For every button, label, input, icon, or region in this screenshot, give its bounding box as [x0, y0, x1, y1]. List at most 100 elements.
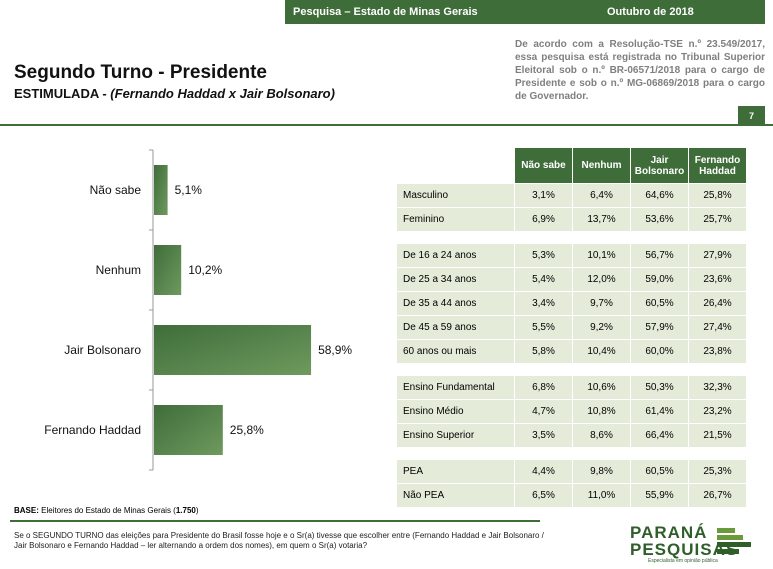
table-row: Ensino Fundamental 6,8% 10,6% 50,3% 32,3%: [396, 375, 747, 400]
page-subtitle: ESTIMULADA - (Fernando Haddad x Jair Bol…: [14, 86, 335, 101]
table-header-fernando-haddad: Fernando Haddad: [688, 147, 747, 184]
logo-tagline: Especialista em opinião pública: [648, 558, 718, 564]
table-cell-nao-sabe: 5,5%: [514, 315, 573, 340]
bar-chart: Não sabe 5,1% Nenhum 10,2% Jair Bolsonaro 58,…: [44, 149, 352, 471]
table-cell-jair-bolsonaro: 50,3%: [630, 375, 689, 400]
table-cell-fernando-haddad: 27,9%: [688, 243, 747, 268]
table-cell-nenhum: 10,8%: [572, 399, 631, 424]
table-cell-nao-sabe: 4,7%: [514, 399, 573, 424]
table-group-spacer: [396, 231, 747, 244]
table-row: 60 anos ou mais 5,8% 10,4% 60,0% 23,8%: [396, 339, 747, 364]
table-row: Masculino 3,1% 6,4% 64,6% 25,8%: [396, 183, 747, 208]
table-cell-nenhum: 10,1%: [572, 243, 631, 268]
table-cell-nenhum: 11,0%: [572, 483, 631, 508]
parana-pesquisas-logo: PARANÁ PESQUISAS Especialista em opinião…: [630, 524, 751, 564]
table-cell-fernando-haddad: 25,8%: [688, 183, 747, 208]
legal-notice: De acordo com a Resolução-TSE n.º 23.549…: [515, 39, 765, 102]
table-cell-nenhum: 10,4%: [572, 339, 631, 364]
table-cell-row-label: De 25 a 34 anos: [396, 267, 515, 292]
table-cell-row-label: Feminino: [396, 207, 515, 232]
table-cell-fernando-haddad: 26,7%: [688, 483, 747, 508]
table-row: Feminino 6,9% 13,7% 53,6% 25,7%: [396, 207, 747, 232]
table-cell-fernando-haddad: 27,4%: [688, 315, 747, 340]
table-cell-jair-bolsonaro: 56,7%: [630, 243, 689, 268]
table-cell-jair-bolsonaro: 64,6%: [630, 183, 689, 208]
category-label: Nenhum: [96, 263, 141, 277]
table-cell-jair-bolsonaro: 57,9%: [630, 315, 689, 340]
category-label: Fernando Haddad: [44, 423, 141, 437]
table-cell-row-label: 60 anos ou mais: [396, 339, 515, 364]
base-close: ): [195, 506, 199, 515]
table-cell-nao-sabe: 3,1%: [514, 183, 573, 208]
value-label: 5,1%: [175, 183, 203, 197]
page-title: Segundo Turno - Presidente: [14, 62, 267, 83]
bar-nenhum: [154, 245, 182, 295]
base-count: 1.750: [175, 506, 196, 515]
base-note: BASE: Eleitores do Estado de Minas Gerai…: [14, 506, 199, 515]
category-label: Jair Bolsonaro: [64, 343, 141, 357]
table-row: Não PEA 6,5% 11,0% 55,9% 26,7%: [396, 483, 747, 508]
bar-jair-bolsonaro: [154, 325, 312, 375]
table-header-nao-sabe: Não sabe: [514, 147, 573, 184]
table-header-row: Não sabe Nenhum Jair Bolsonaro Fernando …: [396, 147, 747, 184]
table-cell-jair-bolsonaro: 59,0%: [630, 267, 689, 292]
table-cell-nenhum: 9,8%: [572, 459, 631, 484]
table-cell-nao-sabe: 3,4%: [514, 291, 573, 316]
base-label: BASE:: [14, 506, 39, 515]
table-cell-jair-bolsonaro: 55,9%: [630, 483, 689, 508]
table-cell-nenhum: 9,7%: [572, 291, 631, 316]
table-cell-nao-sabe: 5,8%: [514, 339, 573, 364]
table-cell-nenhum: 8,6%: [572, 423, 631, 448]
table-cell-row-label: Não PEA: [396, 483, 515, 508]
table-cell-jair-bolsonaro: 66,4%: [630, 423, 689, 448]
table-header-jair-bolsonaro: Jair Bolsonaro: [630, 147, 689, 184]
table-cell-fernando-haddad: 25,7%: [688, 207, 747, 232]
table-cell-row-label: De 45 a 59 anos: [396, 315, 515, 340]
table-spacer-cell: [396, 363, 747, 376]
table-cell-nao-sabe: 5,4%: [514, 267, 573, 292]
base-text: Eleitores do Estado de Minas Gerais (: [38, 506, 176, 515]
footer-divider: [10, 520, 540, 522]
table-row: Ensino Médio 4,7% 10,8% 61,4% 23,2%: [396, 399, 747, 424]
table-row: PEA 4,4% 9,8% 60,5% 25,3%: [396, 459, 747, 484]
logo-line2: PESQUISAS: [630, 540, 739, 559]
table-cell-fernando-haddad: 23,2%: [688, 399, 747, 424]
table-header-empty: [396, 147, 515, 184]
table-cell-nao-sabe: 6,9%: [514, 207, 573, 232]
table-cell-fernando-haddad: 21,5%: [688, 423, 747, 448]
table-cell-jair-bolsonaro: 61,4%: [630, 399, 689, 424]
table-cell-fernando-haddad: 23,8%: [688, 339, 747, 364]
subtitle-prefix: ESTIMULADA -: [14, 86, 111, 101]
bar-não-sabe: [154, 165, 168, 215]
table-cell-row-label: Ensino Fundamental: [396, 375, 515, 400]
survey-question: Se o SEGUNDO TURNO das eleições para Pre…: [14, 531, 544, 550]
table-cell-nao-sabe: 5,3%: [514, 243, 573, 268]
table-cell-row-label: Ensino Médio: [396, 399, 515, 424]
table-cell-jair-bolsonaro: 60,5%: [630, 459, 689, 484]
table-row: De 25 a 34 anos 5,4% 12,0% 59,0% 23,6%: [396, 267, 747, 292]
header-bar: Pesquisa – Estado de Minas Gerais Outubr…: [285, 0, 765, 24]
table-row: De 16 a 24 anos 5,3% 10,1% 56,7% 27,9%: [396, 243, 747, 268]
value-label: 25,8%: [230, 423, 264, 437]
table-spacer-cell: [396, 447, 747, 460]
table-cell-row-label: Ensino Superior: [396, 423, 515, 448]
subtitle-candidates: (Fernando Haddad x Jair Bolsonaro): [110, 86, 335, 101]
table-cell-nenhum: 12,0%: [572, 267, 631, 292]
table-cell-nenhum: 6,4%: [572, 183, 631, 208]
table-cell-fernando-haddad: 23,6%: [688, 267, 747, 292]
table-cell-fernando-haddad: 26,4%: [688, 291, 747, 316]
logo-bars-icon: [717, 528, 751, 554]
table-header-nenhum: Nenhum: [572, 147, 631, 184]
category-label: Não sabe: [90, 183, 142, 197]
table-cell-fernando-haddad: 32,3%: [688, 375, 747, 400]
table-cell-jair-bolsonaro: 53,6%: [630, 207, 689, 232]
crosstab-table: Não sabe Nenhum Jair Bolsonaro Fernando …: [396, 147, 747, 508]
table-group-spacer: [396, 447, 747, 460]
table-spacer-cell: [396, 231, 747, 244]
table-cell-nao-sabe: 6,8%: [514, 375, 573, 400]
table-cell-nao-sabe: 6,5%: [514, 483, 573, 508]
table-cell-nao-sabe: 4,4%: [514, 459, 573, 484]
table-group-spacer: [396, 363, 747, 376]
bar-fernando-haddad: [154, 405, 223, 455]
header-survey-label: Pesquisa – Estado de Minas Gerais: [293, 6, 478, 18]
